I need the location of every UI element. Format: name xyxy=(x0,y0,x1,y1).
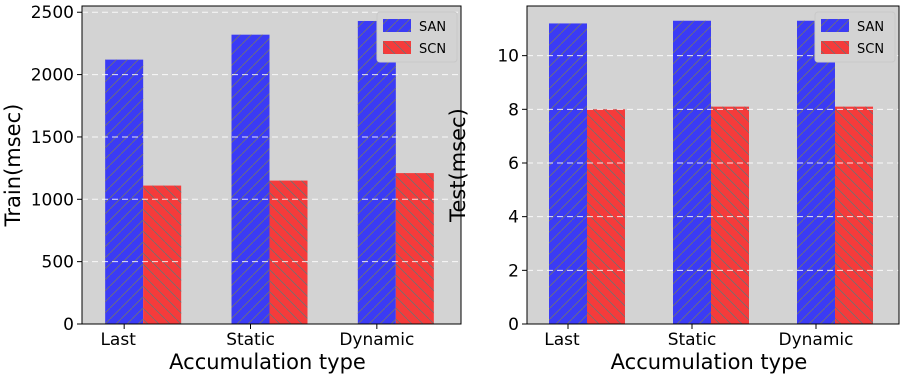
legend-label-san: SAN xyxy=(419,20,446,35)
y-tick-label: 1000 xyxy=(31,190,74,210)
y-tick-label: 10 xyxy=(497,47,519,67)
y-tick-label: 500 xyxy=(42,253,74,273)
y-tick-label: 1500 xyxy=(31,128,74,148)
y-tick-label: 0 xyxy=(508,315,519,335)
y-tick-label: 2000 xyxy=(31,66,74,86)
legend-swatch-hatch xyxy=(383,19,411,32)
y-axis-label: Train(msec) xyxy=(1,104,25,228)
legend-swatch-hatch xyxy=(383,41,411,54)
bar-hatch xyxy=(143,185,182,324)
x-tick-label: Static xyxy=(226,330,275,350)
legend-label-scn: SCN xyxy=(419,42,446,57)
y-tick-label: 2500 xyxy=(31,3,74,23)
bar-hatch xyxy=(357,20,396,324)
chart-panel-1: 0 500 1000 1500 2000 2500 Last Static DynamicAcc… xyxy=(1,3,462,374)
bar-hatch xyxy=(797,20,835,325)
bar-hatch xyxy=(711,106,749,325)
bar-hatch xyxy=(105,59,144,324)
x-tick-label: Last xyxy=(544,330,580,350)
legend-label-san: SAN xyxy=(857,20,884,35)
x-axis-label: Accumulation type xyxy=(169,350,366,374)
y-tick-label: 4 xyxy=(508,208,519,228)
legend-swatch-hatch xyxy=(821,41,849,54)
plot-frame xyxy=(81,5,462,325)
bar-hatch xyxy=(269,180,308,324)
bar-hatch xyxy=(549,23,587,325)
x-tick-label: Dynamic xyxy=(779,330,854,350)
y-tick-label: 8 xyxy=(508,100,519,120)
plot-frame xyxy=(526,5,900,325)
bar-hatch xyxy=(673,20,711,325)
x-tick-label: Dynamic xyxy=(339,330,414,350)
y-tick-label: 6 xyxy=(508,154,519,174)
bar-hatch xyxy=(395,173,434,324)
y-tick-label: 2 xyxy=(508,261,519,281)
legend: SAN SCN xyxy=(814,11,896,63)
legend-label-scn: SCN xyxy=(857,42,884,57)
y-tick-label: 0 xyxy=(63,315,74,335)
bar-hatch xyxy=(231,34,270,325)
legend-swatch-hatch xyxy=(821,19,849,32)
bar-hatch xyxy=(835,106,873,325)
y-axis-label: Test(msec) xyxy=(446,108,470,223)
legend: SAN SCN xyxy=(376,11,458,63)
x-tick-label: Last xyxy=(100,330,136,350)
x-tick-label: Static xyxy=(668,330,717,350)
x-axis-label: Accumulation type xyxy=(611,350,808,374)
